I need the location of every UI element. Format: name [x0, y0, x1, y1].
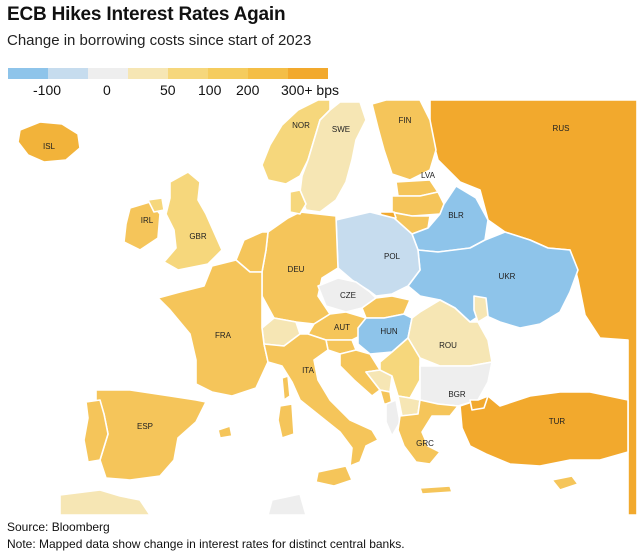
legend-swatch	[88, 68, 128, 79]
label-tur: TUR	[549, 417, 566, 426]
label-grc: GRC	[416, 439, 434, 448]
country-cor	[281, 375, 291, 401]
country-gbr	[163, 171, 223, 271]
country-lva	[391, 191, 445, 217]
legend-label: 100	[198, 82, 222, 98]
legend-label: 200	[236, 82, 260, 98]
country-sar	[277, 403, 295, 439]
legend-swatch	[288, 68, 328, 79]
europe-map: ISL NOR SWE FIN RUS LVA BLR IRL GBR POL …	[0, 100, 637, 515]
legend-swatch	[248, 68, 288, 79]
country-grc	[397, 399, 459, 465]
label-isl: ISL	[43, 142, 56, 151]
label-lva: LVA	[421, 171, 436, 180]
country-bal	[217, 425, 233, 439]
legend-label: -100	[33, 82, 62, 98]
country-ukr	[407, 231, 579, 329]
country-nir	[147, 197, 165, 213]
legend-labels: -100 0 50 100 200 300+ bps	[0, 82, 360, 100]
legend-swatch	[8, 68, 48, 79]
country-mkd	[397, 395, 421, 417]
label-fin: FIN	[399, 116, 412, 125]
legend-label: 300+ bps	[281, 82, 339, 98]
label-nor: NOR	[292, 121, 310, 130]
label-cze: CZE	[340, 291, 356, 300]
label-ukr: UKR	[499, 272, 516, 281]
country-alb	[385, 399, 401, 437]
legend-swatch	[208, 68, 248, 79]
country-srb	[379, 337, 421, 399]
chart-subtitle: Change in borrowing costs since start of…	[7, 32, 312, 49]
label-pol: POL	[384, 252, 401, 261]
chart-title: ECB Hikes Interest Rates Again	[7, 4, 286, 25]
country-fra	[157, 259, 269, 397]
country-fin	[371, 100, 437, 181]
country-ita	[263, 333, 379, 467]
country-tur	[459, 391, 629, 467]
label-blr: BLR	[448, 211, 464, 220]
country-cyp	[551, 475, 579, 491]
country-mda	[473, 295, 489, 323]
country-isl	[17, 121, 81, 163]
footnote: Note: Mapped data show change in interes…	[7, 537, 405, 551]
source-note: Source: Bloomberg	[7, 520, 110, 534]
country-esp	[95, 389, 207, 481]
country-swe	[299, 101, 367, 213]
country-afr-m	[267, 493, 307, 515]
legend-label: 50	[160, 82, 176, 98]
label-rou: ROU	[439, 341, 457, 350]
country-pol	[335, 211, 421, 297]
country-prt	[83, 399, 109, 463]
label-gbr: GBR	[189, 232, 207, 241]
country-sic	[315, 465, 353, 487]
label-fra: FRA	[215, 331, 232, 340]
label-hun: HUN	[380, 327, 398, 336]
label-swe: SWE	[332, 125, 350, 134]
label-aut: AUT	[334, 323, 350, 332]
country-nor	[261, 100, 331, 185]
legend-swatch	[128, 68, 168, 79]
legend-label: 0	[103, 82, 111, 98]
label-ita: ITA	[302, 366, 315, 375]
legend-swatch	[168, 68, 208, 79]
label-rus: RUS	[553, 124, 570, 133]
country-crete	[419, 485, 453, 495]
label-deu: DEU	[288, 265, 305, 274]
legend-swatch	[48, 68, 88, 79]
country-dnk	[289, 189, 307, 215]
country-bih	[365, 369, 393, 393]
country-tur-eu	[469, 395, 489, 411]
label-esp: ESP	[137, 422, 153, 431]
country-afr-l	[59, 489, 151, 515]
color-legend	[8, 68, 328, 79]
label-irl: IRL	[141, 216, 154, 225]
label-bgr: BGR	[448, 390, 466, 399]
